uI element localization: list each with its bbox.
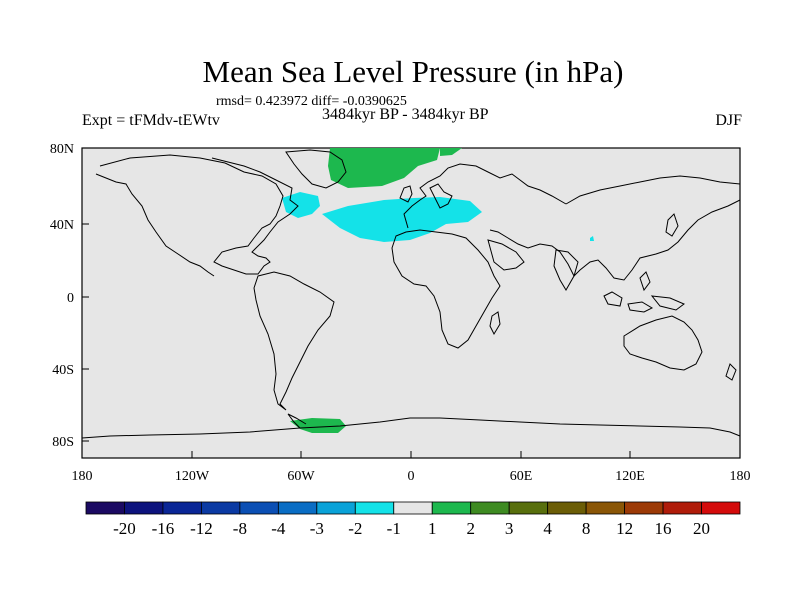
coastlines [81, 149, 741, 439]
colorbar-box [431, 501, 472, 515]
colorbar-labels: -20 -16 -12 -8 -4 -3 -2 -1 1 2 3 4 8 12 16 20 [113, 519, 710, 538]
colorbar-label: 3 [505, 519, 514, 538]
lat-label-40s: 40S [52, 363, 74, 378]
colorbar-box [662, 501, 702, 515]
lat-label-80s: 80S [52, 435, 74, 450]
colorbar-box [470, 501, 510, 515]
plot-title: Mean Sea Level Pressure (in hPa) [202, 54, 624, 89]
positive-anomaly-greenland [328, 148, 440, 188]
map-frame [81, 147, 741, 459]
colorbar-box [547, 501, 587, 515]
lon-label-60w: 60W [287, 469, 315, 484]
lon-label-180e: 180 [730, 469, 751, 484]
colorbar-box [124, 501, 164, 515]
lat-label-0: 0 [67, 291, 74, 306]
positive-anomaly-arctic-strip [440, 148, 462, 156]
colorbar-box [162, 501, 202, 515]
colorbar-label: -2 [348, 519, 362, 538]
colorbar-label: 4 [543, 519, 552, 538]
colorbar-box [585, 501, 625, 515]
colorbar-box [393, 501, 433, 515]
negative-anomaly-nw-atlantic [282, 192, 320, 218]
colorbar-box [701, 501, 741, 515]
colorbar [85, 501, 741, 515]
colorbar-label: -20 [113, 519, 136, 538]
rmsd-diff-stats: rmsd= 0.423972 diff= -0.0390625 [216, 94, 407, 109]
negative-anomaly-north-atlantic [322, 197, 482, 242]
colorbar-label: 12 [616, 519, 633, 538]
colorbar-label: -4 [271, 519, 286, 538]
colorbar-box [277, 501, 318, 515]
colorbar-label: -16 [152, 519, 175, 538]
anomaly-shading [282, 148, 594, 433]
season-label: DJF [715, 112, 742, 129]
colorbar-box [354, 501, 395, 515]
colorbar-box [508, 501, 549, 515]
colorbar-label: -3 [310, 519, 324, 538]
experiment-label: Expt = tFMdv-tEWtv [82, 112, 220, 129]
axis-ticks [81, 147, 741, 458]
lon-label-120e: 120E [615, 469, 645, 484]
colorbar-box [624, 501, 664, 515]
period-subtitle: 3484kyr BP - 3484kyr BP [322, 106, 489, 123]
colorbar-label: 20 [693, 519, 710, 538]
colorbar-label: -12 [190, 519, 213, 538]
lon-label-0: 0 [408, 469, 415, 484]
colorbar-label: 8 [582, 519, 591, 538]
lon-label-60e: 60E [510, 469, 533, 484]
colorbar-label: 1 [428, 519, 437, 538]
colorbar-box [239, 501, 279, 515]
colorbar-label: 16 [655, 519, 672, 538]
negative-anomaly-asia-spot [590, 236, 594, 241]
lon-label-120w: 120W [175, 469, 210, 484]
colorbar-label: -8 [233, 519, 247, 538]
colorbar-box [316, 501, 356, 515]
lat-label-40n: 40N [50, 218, 74, 233]
colorbar-box [85, 501, 125, 515]
colorbar-box [201, 501, 241, 515]
colorbar-label: 2 [466, 519, 475, 538]
lat-label-80n: 80N [50, 142, 74, 157]
lon-label-180w: 180 [72, 469, 93, 484]
colorbar-label: -1 [387, 519, 401, 538]
positive-anomaly-antarctic [290, 418, 346, 433]
